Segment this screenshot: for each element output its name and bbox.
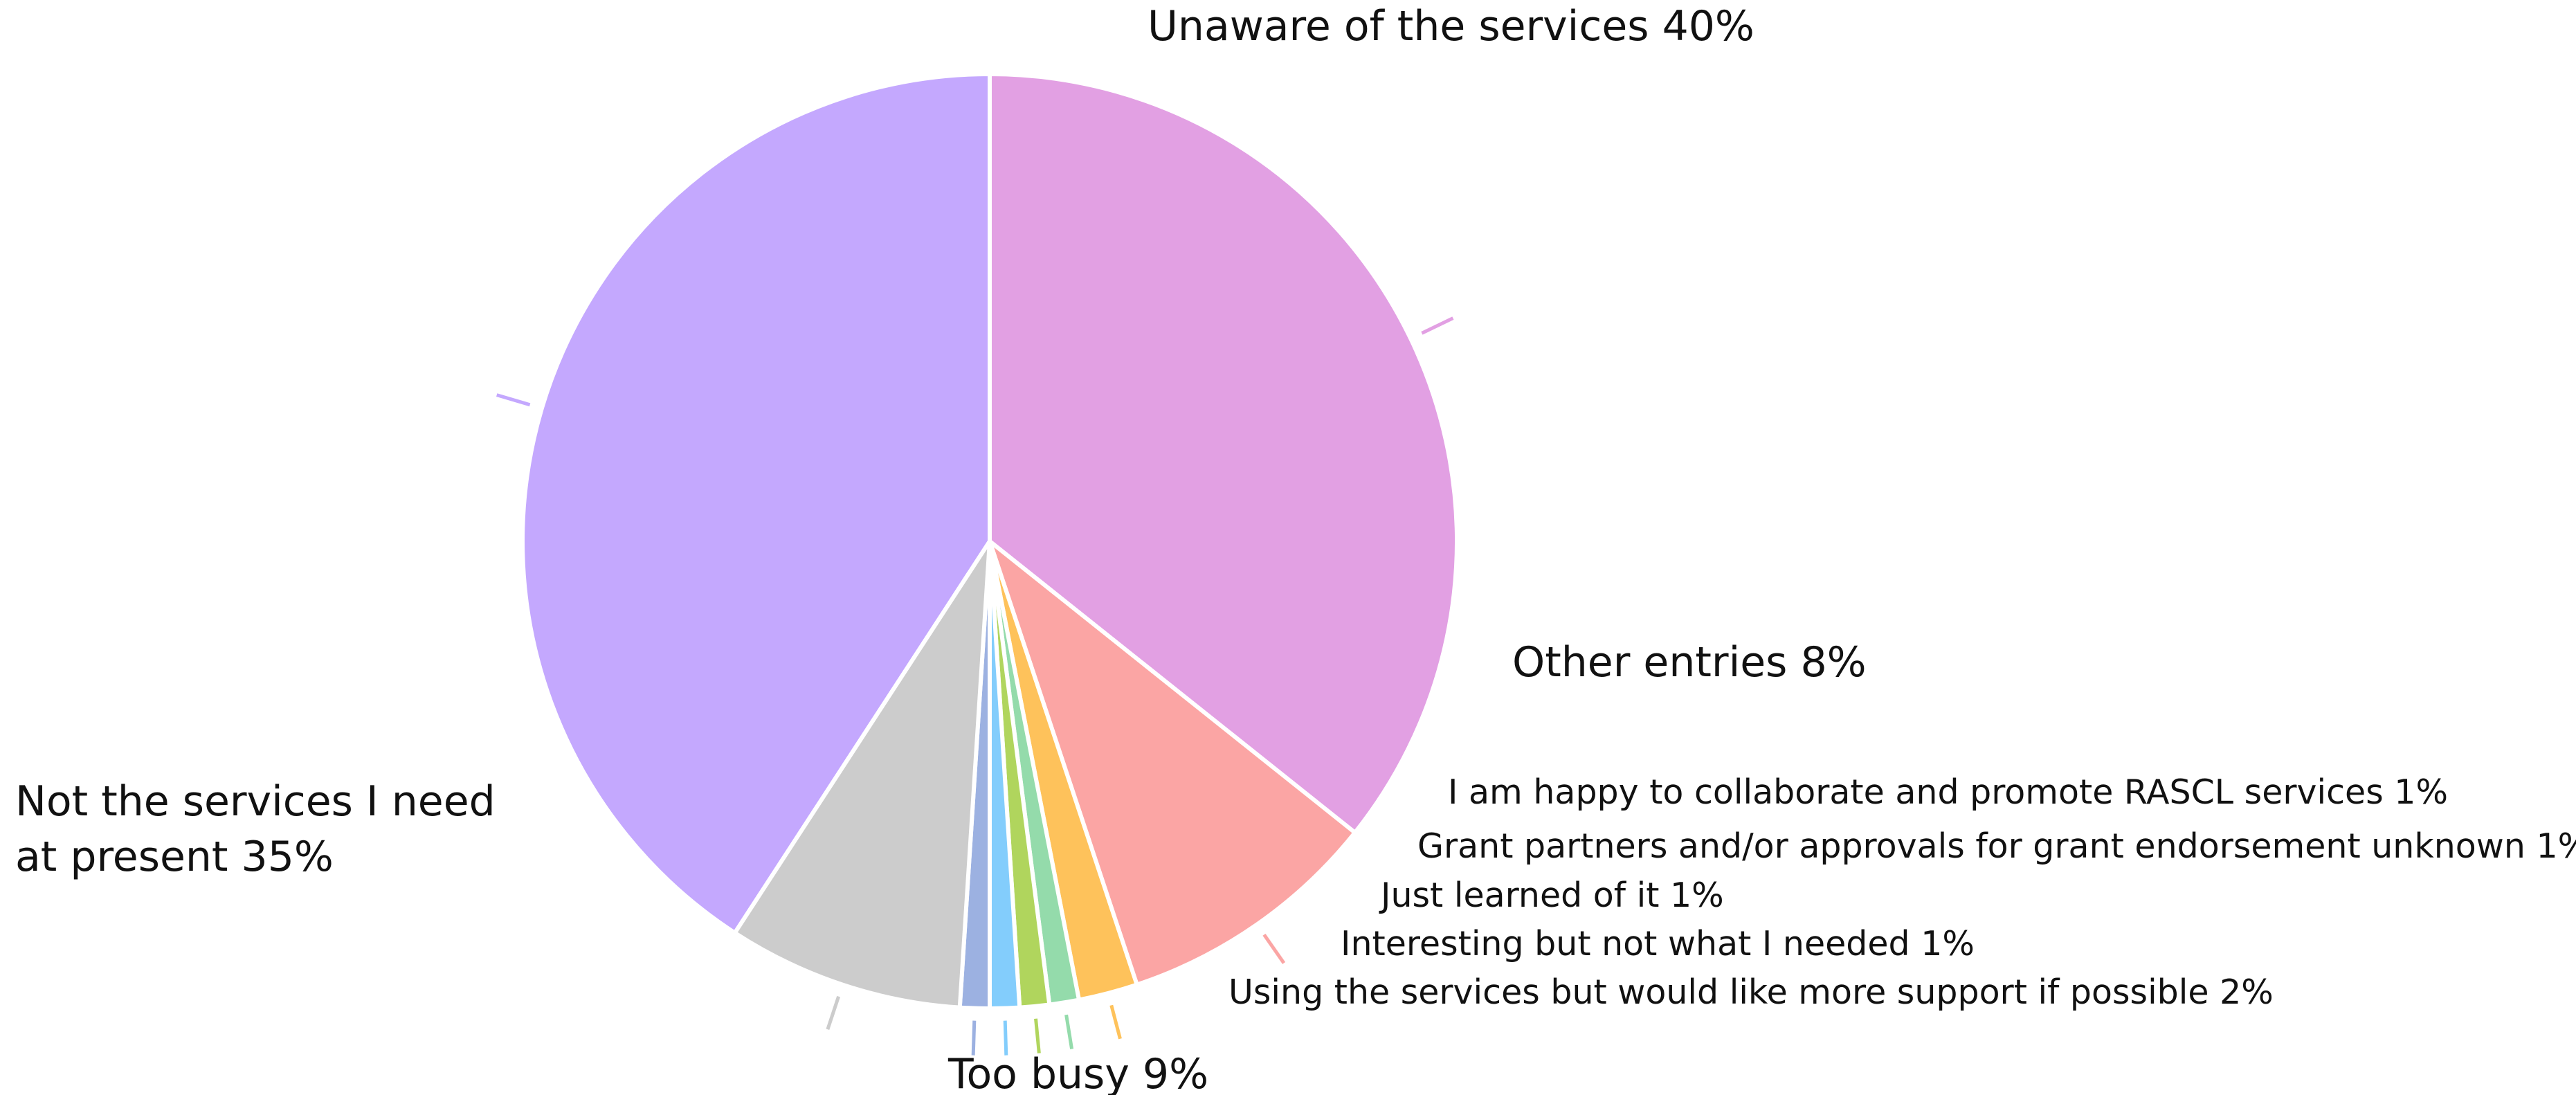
slice-using-services-leader <box>1109 1004 1122 1040</box>
slice-grant-partners-leader <box>1003 1020 1008 1056</box>
label-just-learned: Just learned of it 1% <box>1379 876 1724 915</box>
slice-too-busy <box>988 539 1357 987</box>
label-not-needed: Not the services I need at present 35% <box>15 777 509 881</box>
slice-interesting-leader <box>1064 1014 1074 1049</box>
slice-happy-collaborate-leader <box>971 1020 977 1056</box>
label-too-busy: Too busy 9% <box>947 1050 1208 1095</box>
label-using-services: Using the services but would like more s… <box>1228 972 2274 1012</box>
slice-too-busy-leader <box>1262 933 1286 964</box>
slice-labels: Unaware of the services 40% Not the serv… <box>15 2 2576 1095</box>
slice-not-needed-leader <box>1421 316 1454 335</box>
slice-just-learned-leader <box>1034 1018 1041 1053</box>
label-not-needed-line2: at present 35% <box>15 833 334 881</box>
label-other-entries: Other entries 8% <box>1512 638 1867 687</box>
slice-unaware-leader <box>496 393 531 407</box>
pie-slices <box>520 72 1460 1011</box>
slice-other-entries <box>732 539 992 1010</box>
label-not-needed-line1: Not the services I need <box>15 777 496 826</box>
slice-not-needed <box>988 72 1460 835</box>
leader-lines <box>496 316 1454 1056</box>
slice-other-entries-leader <box>826 995 841 1030</box>
label-happy-collaborate: I am happy to collaborate and promote RA… <box>1448 772 2448 812</box>
label-grant-partners: Grant partners and/or approvals for gran… <box>1417 826 2576 866</box>
label-unaware: Unaware of the services 40% <box>1148 2 1754 51</box>
label-interesting: Interesting but not what I needed 1% <box>1341 924 1975 963</box>
